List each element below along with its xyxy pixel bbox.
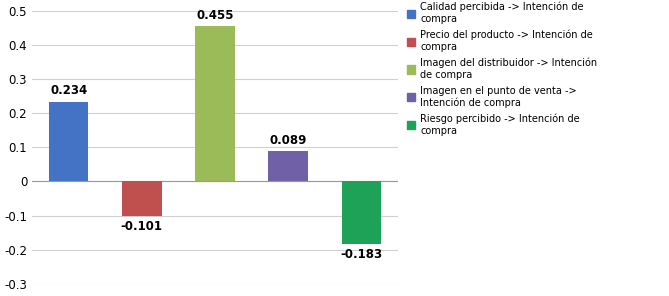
Text: 0.089: 0.089 <box>270 133 307 147</box>
Bar <box>122 181 162 216</box>
Text: -0.183: -0.183 <box>341 248 383 261</box>
Text: -0.101: -0.101 <box>121 220 163 233</box>
Bar <box>49 102 88 181</box>
Bar <box>342 181 381 244</box>
Bar <box>195 26 235 181</box>
Legend: Calidad percibida -> Intención de
compra, Precio del producto -> Intención de
co: Calidad percibida -> Intención de compra… <box>407 2 597 136</box>
Bar <box>268 151 308 181</box>
Text: 0.234: 0.234 <box>50 84 87 97</box>
Text: 0.455: 0.455 <box>196 9 233 22</box>
